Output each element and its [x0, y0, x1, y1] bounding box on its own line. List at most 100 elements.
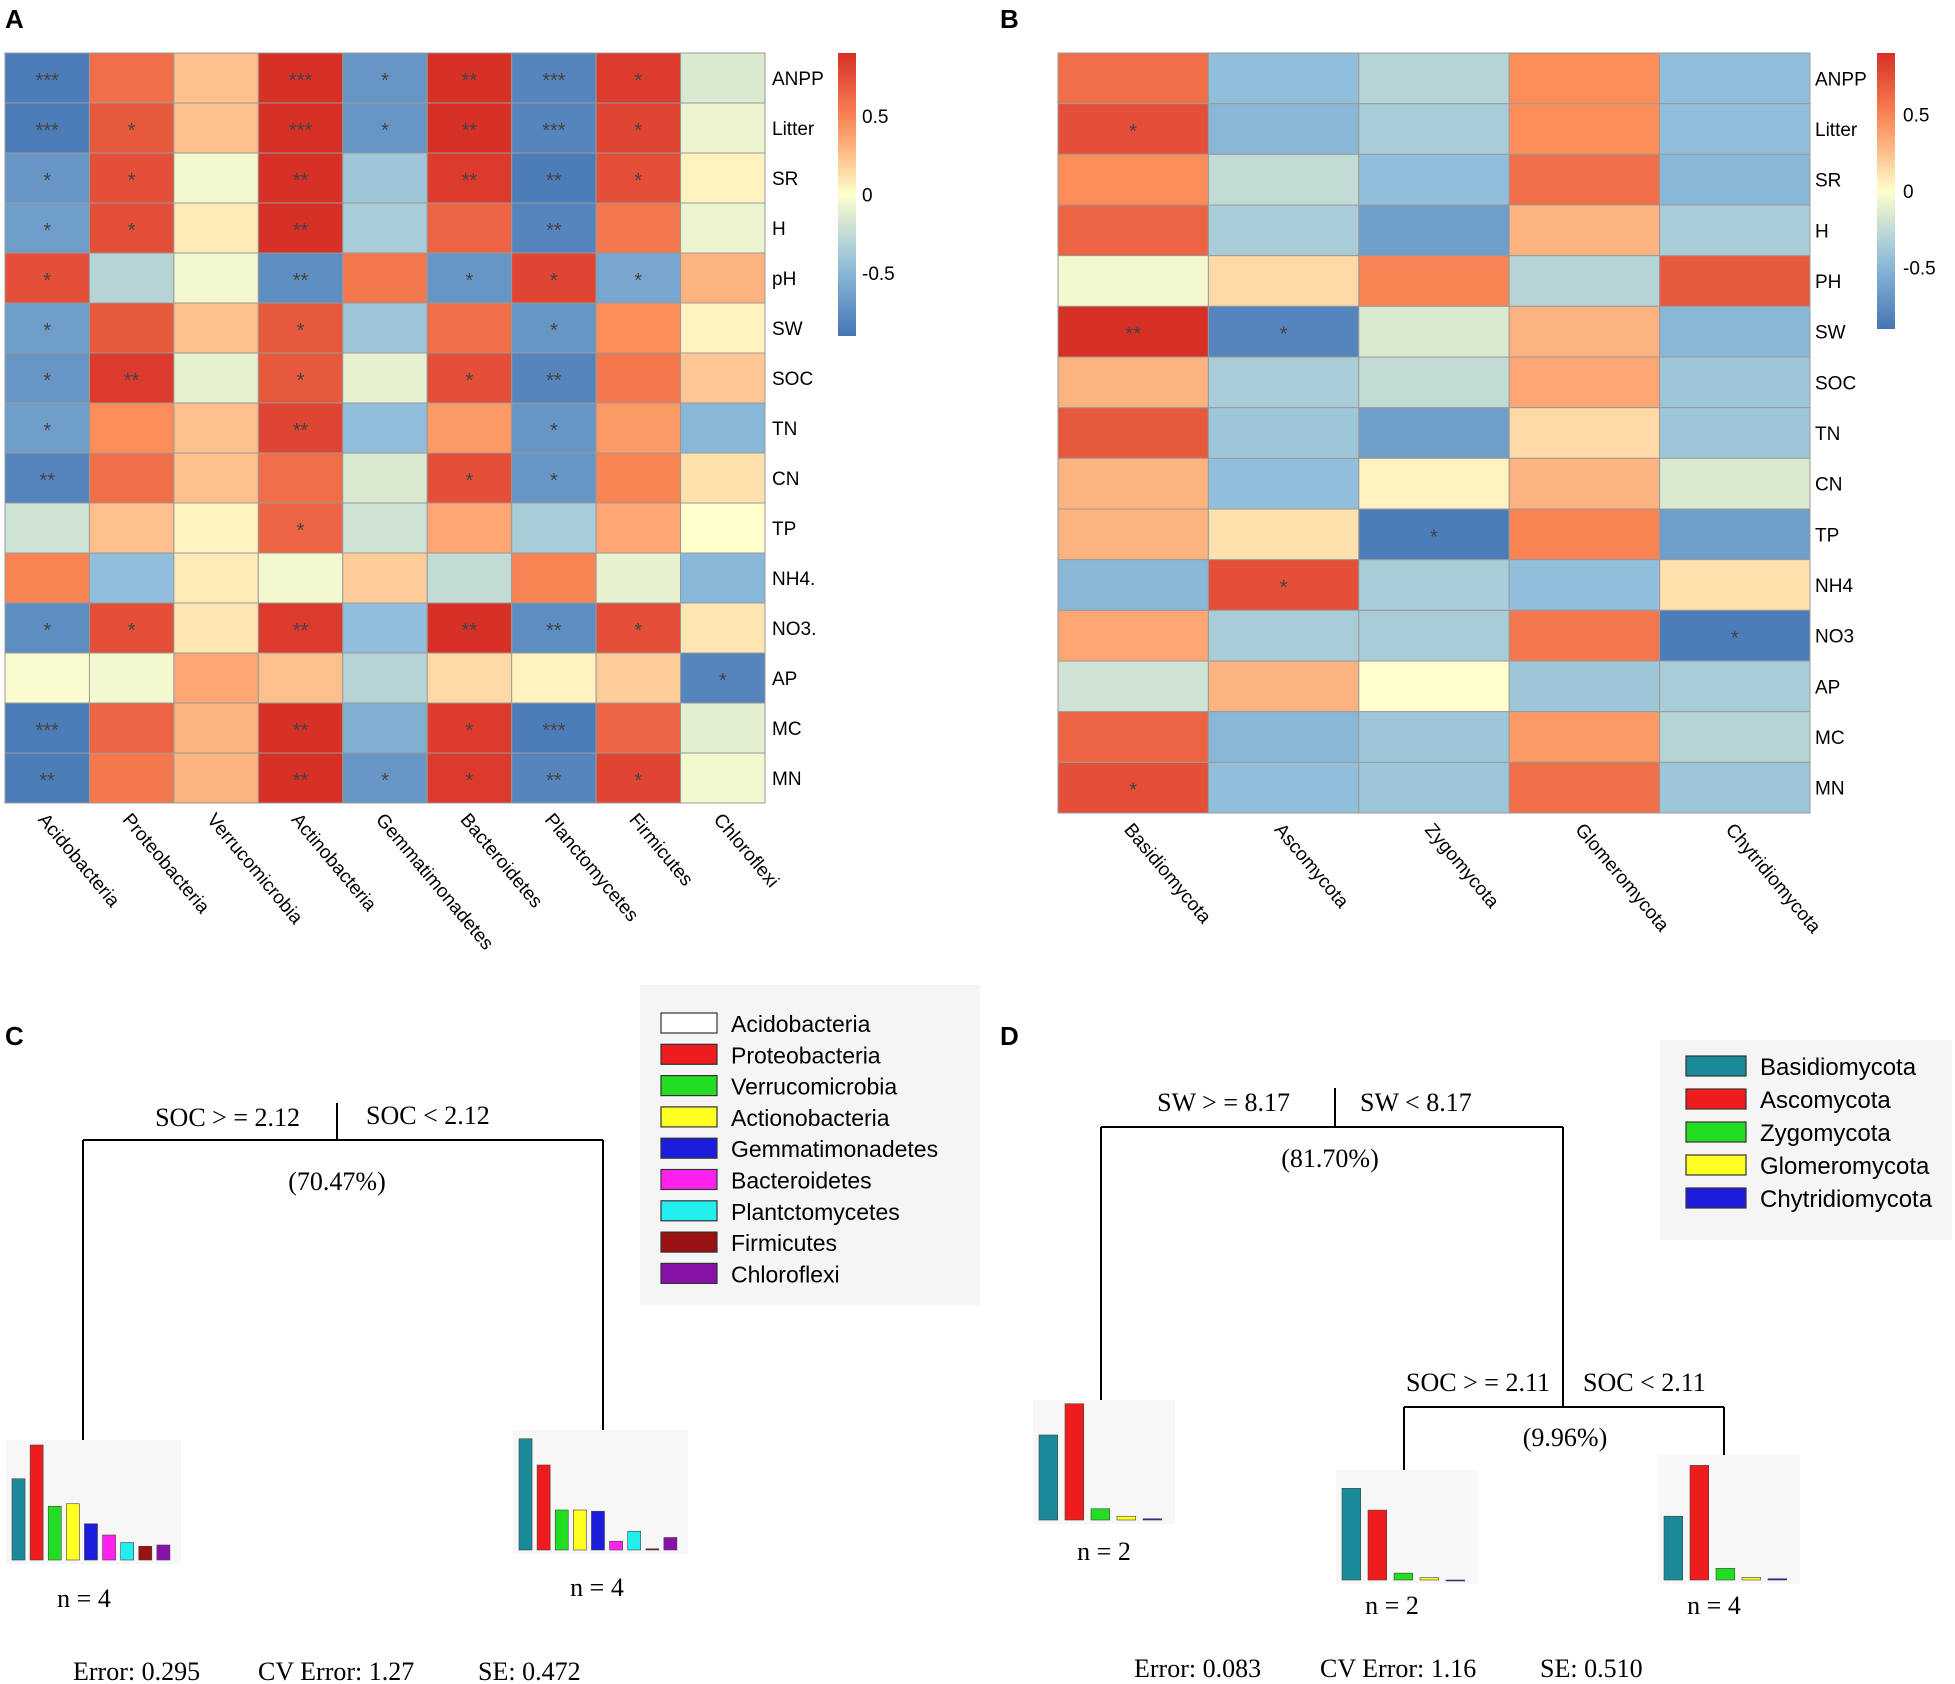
significance-stars: **: [124, 370, 140, 392]
heatmap-cell: [4, 202, 90, 254]
significance-stars: *: [1430, 526, 1438, 548]
leaf-bar: [11, 1478, 26, 1561]
heatmap-cell: [1659, 508, 1811, 561]
tree-c-leaf-2-label: n = 4: [570, 1573, 624, 1602]
heatmap-cell: [1358, 609, 1510, 662]
significance-stars: **: [293, 720, 309, 742]
column-label: Actinobacteria: [287, 810, 381, 916]
heatmap-cell: [342, 752, 428, 804]
heatmap-cell: [1508, 255, 1661, 307]
significance-stars: *: [719, 670, 727, 692]
heatmap-cell: [1207, 103, 1360, 155]
significance-stars: *: [1129, 121, 1137, 143]
heatmap-cell: [342, 352, 428, 404]
heatmap-cell: [88, 302, 175, 354]
heatmap-cell: [595, 502, 682, 554]
significance-stars: *: [634, 770, 642, 792]
leaf-bar: [29, 1444, 44, 1561]
significance-stars: **: [462, 120, 478, 142]
heatmap-cell: [1659, 103, 1811, 155]
tree-c-leaf-2: [513, 1430, 688, 1554]
significance-stars: **: [293, 620, 309, 642]
heatmap-cell: [88, 552, 175, 604]
heatmap-cell: [1358, 761, 1510, 814]
row-label: TN: [1815, 424, 1840, 445]
heatmap-cell: [1358, 508, 1510, 561]
row-label: ANPP: [772, 69, 824, 90]
heatmap-cell: [1358, 204, 1510, 257]
heatmap-a: *** *** * ** *** * ANPP*** * *** * ** *** * Litter* * *…: [4, 52, 824, 954]
significance-stars: *: [43, 270, 51, 292]
heatmap-cell: [680, 652, 766, 704]
heatmap-cell: [1508, 559, 1661, 611]
heatmap-cell: [595, 152, 682, 204]
tree-c-leaf-1: [6, 1440, 181, 1564]
legend-label: Chytridiomycota: [1760, 1186, 1933, 1213]
significance-stars: **: [546, 170, 562, 192]
heatmap-cell: [257, 202, 344, 254]
significance-stars: *: [381, 70, 389, 92]
heatmap-cell: [426, 202, 513, 254]
significance-stars: *: [43, 220, 51, 242]
tree-d-leaf-1: [1033, 1400, 1175, 1524]
heatmap-cell: [173, 202, 259, 254]
row-label: NH4.: [772, 569, 815, 590]
legend-label: Acidobacteria: [731, 1011, 871, 1037]
significance-stars: *: [634, 70, 642, 92]
significance-stars: *: [634, 620, 642, 642]
heatmap-cell: [1508, 305, 1661, 358]
tree-d-se: SE: 0.510: [1540, 1654, 1643, 1683]
heatmap-cell: [173, 752, 259, 804]
heatmap-cell: [680, 52, 766, 104]
heatmap-cell: [1207, 660, 1360, 713]
heatmap-cell: [1207, 52, 1360, 105]
legend-swatch: [660, 1262, 718, 1285]
heatmap-cell: [1207, 204, 1360, 257]
significance-stars: ***: [289, 70, 313, 92]
heatmap-cell: [1057, 356, 1209, 409]
heatmap-cell: [680, 702, 766, 754]
leaf-bar: [156, 1544, 171, 1561]
leaf-bar: [1393, 1572, 1414, 1581]
heatmap-cell: [511, 152, 597, 204]
heatmap-cell: [1057, 204, 1209, 257]
significance-stars: *: [1129, 780, 1137, 802]
significance-stars: **: [462, 170, 478, 192]
heatmap-cell: [680, 552, 766, 604]
legend-label: Actionobacteria: [731, 1105, 890, 1131]
heatmap-cell: [1207, 305, 1360, 358]
row-label: TP: [772, 519, 796, 540]
significance-stars: *: [297, 520, 305, 542]
panel-label-c: C: [5, 1021, 24, 1051]
leaf-bar: [1767, 1578, 1788, 1581]
heatmap-cell: [1057, 407, 1209, 459]
heatmap-cell: [1659, 407, 1811, 459]
heatmap-cell: [511, 252, 597, 304]
heatmap-cell: [1207, 457, 1360, 510]
heatmap-cell: [4, 652, 90, 704]
heatmap-cell: [173, 152, 259, 204]
heatmap-cell: [1659, 153, 1811, 206]
heatmap-cell: [173, 352, 259, 404]
significance-stars: *: [634, 120, 642, 142]
tree-d-split-percent: (81.70%): [1281, 1144, 1378, 1173]
legend-label: Firmicutes: [731, 1230, 837, 1256]
leaf-bar: [102, 1534, 116, 1561]
heatmap-cell: [1358, 407, 1510, 459]
heatmap-cell: [88, 602, 175, 654]
row-label: NO3: [1815, 627, 1854, 648]
heatmap-cell: [1659, 52, 1811, 105]
significance-stars: **: [546, 770, 562, 792]
heatmap-cell: [595, 552, 682, 604]
row-label: H: [1815, 221, 1829, 242]
heatmap-cell: [1659, 457, 1811, 510]
row-label: pH: [772, 269, 796, 290]
colorbar-tick-label: 0.5: [1903, 105, 1929, 126]
significance-stars: ***: [542, 120, 566, 142]
row-label: AP: [1815, 677, 1840, 698]
significance-stars: *: [466, 470, 474, 492]
colorbar-a: 0.5 0 -0.5: [838, 53, 895, 336]
significance-stars: **: [1125, 324, 1141, 346]
heatmap-cell: [257, 602, 344, 654]
